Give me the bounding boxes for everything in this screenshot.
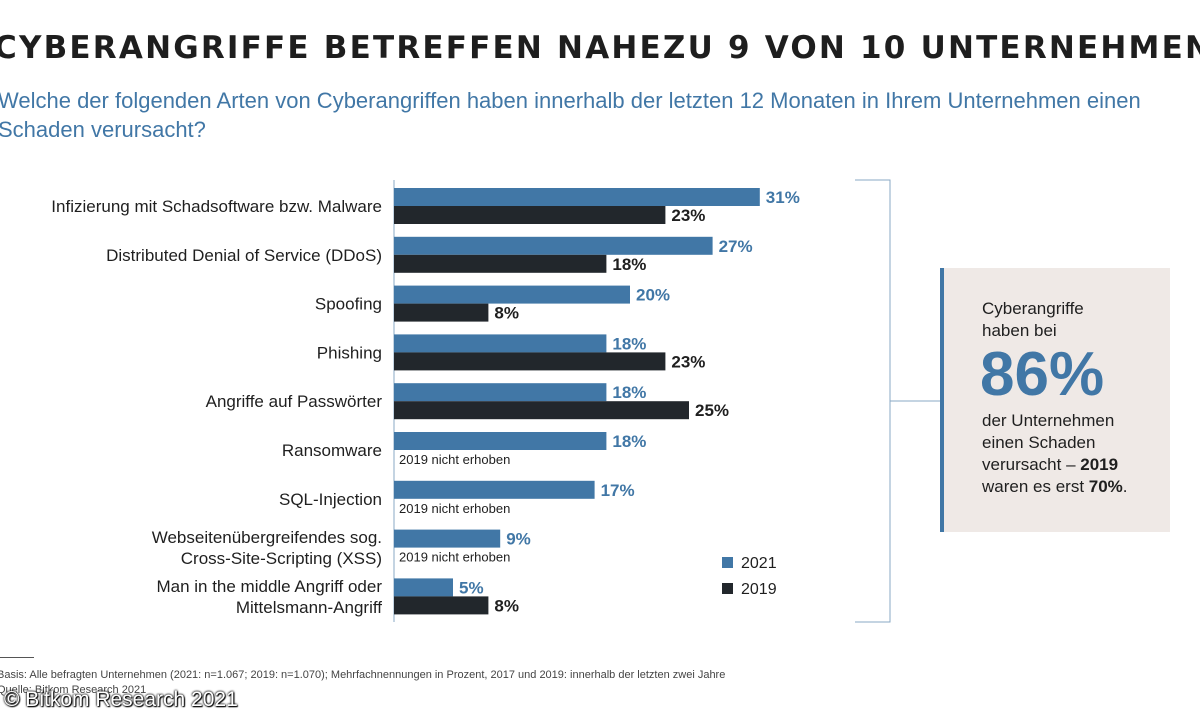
bar-2021: [394, 285, 630, 304]
category-label: SQL-Injection: [279, 490, 382, 509]
category-label: Cross-Site-Scripting (XSS): [181, 549, 382, 568]
footnote-source: Quelle: Bitkom Research 2021: [0, 684, 147, 696]
category-label: Man in the middle Angriff oder: [156, 577, 382, 596]
callout-line-3: der Unternehmen: [982, 411, 1115, 430]
category-label: Distributed Denial of Service (DDoS): [106, 246, 382, 265]
callout-line-5: verursacht –: [982, 455, 1081, 474]
data-label-2019: 8%: [494, 304, 519, 323]
bar-2021: [394, 334, 607, 353]
callout-line-2: haben bei: [982, 321, 1057, 340]
category-label: Angriffe auf Passwörter: [206, 392, 383, 411]
footnote-divider: [0, 657, 34, 658]
data-label-2021: 9%: [506, 530, 531, 549]
callout-line-6: waren es erst: [982, 477, 1089, 496]
data-label-2021: 31%: [766, 188, 800, 207]
bar-2021: [394, 578, 453, 597]
data-label-2021: 5%: [459, 578, 484, 597]
category-label: Infizierung mit Schadsoftware bzw. Malwa…: [51, 197, 382, 216]
legend-swatch-2019: [722, 583, 733, 594]
data-label-2021: 18%: [612, 334, 646, 353]
category-label: Webseitenübergreifendes sog.: [152, 528, 382, 547]
bar-2019: [394, 254, 607, 273]
bar-2021: [394, 236, 713, 255]
category-label: Ransomware: [282, 441, 382, 460]
copyright-watermark: © Bitkom Research 2021: [4, 688, 238, 711]
data-label-2019: 18%: [612, 255, 646, 274]
bar-2021: [394, 480, 595, 499]
footnote-basis: Basis: Alle befragten Unternehmen (2021:…: [0, 669, 726, 681]
data-label-2019: 25%: [695, 401, 729, 420]
data-label-2019: 23%: [671, 352, 705, 371]
callout-period: .: [1122, 477, 1128, 496]
callout-year: 2019: [1080, 455, 1119, 474]
callout-prev-value: 70%: [1088, 477, 1123, 496]
bar-2021: [394, 432, 607, 450]
legend-swatch-2021: [722, 557, 733, 568]
bar-2021: [394, 383, 607, 402]
not-surveyed-note: 2019 nicht erhoben: [399, 501, 510, 516]
data-label-2021: 18%: [612, 383, 646, 402]
legend-label-2021: 2021: [741, 555, 777, 572]
category-label: Mittelsmann-Angriff: [236, 598, 382, 617]
category-label: Spoofing: [315, 295, 382, 314]
data-label-2019: 23%: [671, 206, 705, 225]
data-label-2021: 18%: [612, 432, 646, 451]
bracket-line: [855, 179, 891, 623]
bar-2019: [394, 352, 666, 371]
callout-box: Cyberangriffe haben bei 86% der Unterneh…: [940, 268, 1170, 532]
category-label: Phishing: [317, 343, 382, 362]
callout-line-1: Cyberangriffe: [982, 299, 1084, 318]
not-surveyed-note: 2019 nicht erhoben: [399, 452, 510, 467]
footnote: Basis: Alle befragten Unternehmen (2021:…: [0, 668, 725, 698]
bar-2019: [394, 401, 689, 420]
chart-title: CYBERANGRIFFE BETREFFEN NAHEZU 9 VON 10 …: [0, 30, 1200, 66]
callout-big-value: 86%: [980, 340, 1105, 409]
bar-2019: [394, 206, 666, 224]
not-surveyed-note: 2019 nicht erhoben: [399, 550, 510, 565]
data-label-2021: 27%: [719, 237, 753, 256]
legend-label-2019: 2019: [741, 581, 777, 598]
bar-2021: [394, 188, 760, 206]
bar-2019: [394, 596, 489, 615]
data-label-2021: 17%: [601, 481, 635, 500]
bar-2021: [394, 529, 501, 548]
chart-subtitle: Welche der folgenden Arten von Cyberangr…: [0, 88, 1141, 142]
data-label-2021: 20%: [636, 286, 670, 305]
callout-line-4: einen Schaden: [982, 433, 1096, 452]
bar-2019: [394, 303, 489, 322]
data-label-2019: 8%: [494, 596, 519, 615]
